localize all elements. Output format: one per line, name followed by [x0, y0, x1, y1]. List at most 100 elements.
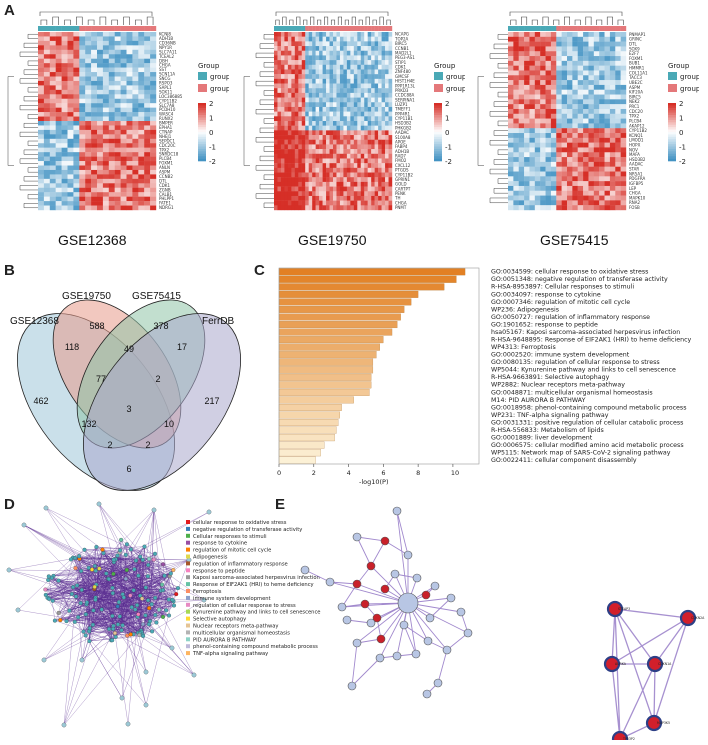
heatmap-cell	[343, 186, 348, 192]
heatmap-cell	[291, 88, 296, 94]
heatmap-cell	[583, 41, 589, 47]
heatmap-cell	[79, 152, 86, 157]
network-node	[171, 603, 177, 608]
heatmap-cell	[534, 142, 541, 148]
heatmap-cell	[73, 125, 80, 131]
venn-set-ferrdb	[82, 313, 242, 491]
heatmap-cell	[305, 46, 309, 51]
heatmap-cell	[294, 135, 299, 140]
heatmap-cell	[108, 98, 115, 104]
heatmap-cell	[85, 138, 92, 144]
heatmap-cell	[513, 65, 519, 71]
heatmap-cell	[583, 123, 589, 129]
heatmap-cell	[388, 205, 393, 211]
heatmap-cell	[277, 88, 282, 94]
heatmap-cell	[588, 128, 595, 134]
heatmap-cell	[620, 108, 627, 114]
heatmap-cell	[540, 128, 546, 134]
gene-node	[390, 569, 400, 579]
heatmap-cell	[49, 49, 56, 55]
heatmap-cell	[353, 200, 358, 206]
network-node	[174, 592, 179, 597]
gene-node	[347, 681, 357, 691]
heatmap-cell	[315, 41, 320, 47]
heatmap-cell	[508, 99, 514, 105]
heatmap-cell	[381, 135, 386, 140]
group-annotation-cell	[545, 26, 552, 31]
heatmap-cell	[615, 108, 621, 114]
heatmap-cell	[381, 116, 386, 122]
heatmap-cell	[378, 167, 382, 173]
dendrogram-branch	[489, 82, 508, 88]
heatmap-cell	[615, 84, 621, 90]
heatmap-cell	[364, 102, 368, 108]
heatmap-cell	[144, 40, 151, 46]
heatmap-cell	[508, 200, 514, 206]
heatmap-cell	[360, 149, 365, 154]
heatmap-cell	[620, 123, 627, 129]
heatmap-cell	[126, 147, 133, 153]
heatmap-cell	[604, 51, 611, 57]
heatmap-cell	[550, 205, 557, 211]
heatmap-cell	[343, 130, 348, 136]
heatmap-cell	[385, 130, 389, 136]
heatmap-cell	[534, 80, 541, 86]
heatmap-cell	[371, 167, 375, 173]
heatmap-cell	[364, 191, 368, 197]
heatmap-cell	[301, 153, 306, 159]
heatmap-cell	[604, 41, 611, 47]
heatmap-cell	[385, 111, 389, 117]
heatmap-cell	[97, 85, 104, 91]
heatmap-cell	[144, 116, 151, 122]
heatmap-cell	[367, 32, 372, 37]
heatmap-cell	[524, 152, 530, 158]
heatmap-cell	[518, 118, 525, 124]
heatmap-cell	[322, 172, 327, 178]
heatmap-cell	[315, 106, 320, 112]
heatmap-cell	[38, 85, 45, 91]
heatmap-cell	[150, 138, 157, 144]
heatmap-cell	[545, 166, 552, 172]
heatmap-cell	[599, 161, 605, 167]
heatmap-cell	[357, 149, 361, 154]
heatmap-cell	[615, 65, 621, 71]
heatmap-cell	[298, 116, 302, 122]
heatmap-cell	[615, 205, 621, 211]
color-scale-step	[198, 158, 206, 162]
heatmap-cell	[108, 121, 115, 126]
heatmap-cell	[388, 69, 393, 75]
term-label: GO:0022411: cellular component disassemb…	[491, 457, 637, 464]
heatmap-cell	[388, 111, 393, 117]
term-label: GO:0006575: cellular modified amino acid…	[491, 442, 684, 449]
color-scale-step	[198, 156, 206, 159]
heatmap-cell	[593, 185, 600, 191]
heatmap-cell	[67, 58, 74, 64]
heatmap-cell	[524, 137, 530, 143]
heatmap-cell	[280, 181, 285, 187]
heatmap-cell	[315, 200, 320, 206]
heatmap-cell	[599, 41, 605, 47]
heatmap-cell	[49, 58, 56, 64]
heatmap-cell	[343, 158, 348, 164]
heatmap-cell	[388, 74, 393, 80]
heatmap-cell	[388, 125, 393, 131]
heatmap-cell	[312, 92, 316, 98]
heatmap-cell	[114, 192, 121, 197]
heatmap-cell	[588, 99, 595, 105]
heatmap-cell	[298, 102, 302, 108]
heatmap-cell	[513, 75, 519, 81]
heatmap-cell	[545, 181, 552, 187]
heatmap-cell	[138, 178, 145, 184]
heatmap-cell	[357, 64, 361, 70]
network-node	[111, 571, 116, 576]
heatmap-cell	[550, 65, 557, 71]
term-label: GO:0018958: phenol-containing compound m…	[491, 404, 686, 411]
heatmap-cell	[85, 67, 92, 73]
heatmap-cell	[144, 103, 151, 108]
heatmap-cell	[371, 78, 375, 84]
heatmap-cell	[364, 158, 368, 164]
group-annotation-cell	[374, 26, 379, 31]
heatmap-cell	[326, 135, 330, 140]
heatmap-cell	[346, 97, 351, 103]
heatmap-cell	[381, 121, 386, 126]
